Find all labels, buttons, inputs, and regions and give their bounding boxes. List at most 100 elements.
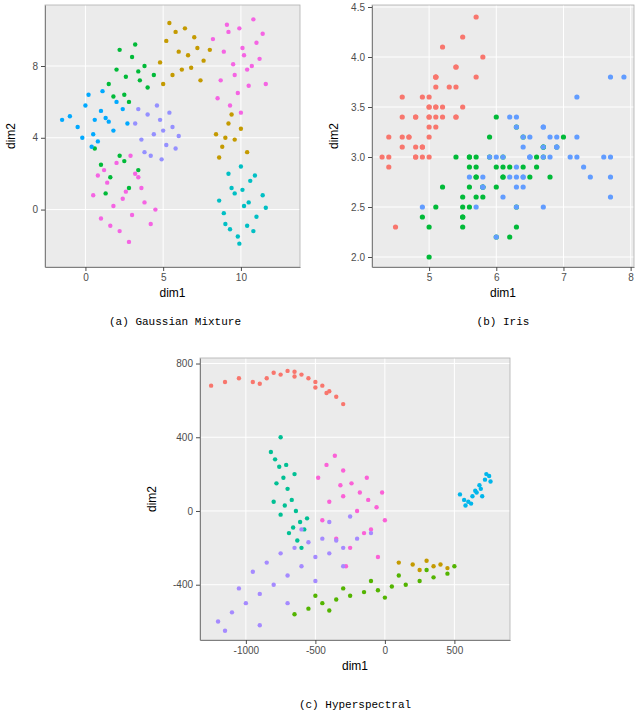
point xyxy=(390,584,394,588)
point xyxy=(214,132,218,136)
point xyxy=(105,180,109,184)
grid-line xyxy=(496,5,497,267)
point xyxy=(433,104,438,109)
point xyxy=(258,592,262,596)
points xyxy=(60,17,268,246)
point xyxy=(223,136,227,140)
point xyxy=(114,67,118,71)
point xyxy=(348,546,352,550)
point xyxy=(264,206,268,210)
point xyxy=(278,551,282,555)
series xyxy=(60,89,130,149)
point xyxy=(173,146,177,150)
point xyxy=(271,583,275,587)
axis-line xyxy=(45,6,46,268)
point xyxy=(460,104,465,109)
point xyxy=(440,184,445,189)
series xyxy=(292,564,456,616)
point xyxy=(183,26,187,30)
tick-label: 4 xyxy=(32,132,38,143)
point xyxy=(362,590,366,594)
point xyxy=(467,154,472,159)
point xyxy=(369,579,373,583)
tick: 5 xyxy=(427,267,433,283)
point xyxy=(225,23,229,27)
point xyxy=(427,94,432,99)
point xyxy=(102,168,106,172)
point xyxy=(541,144,546,149)
tick: 500 xyxy=(447,640,464,656)
point xyxy=(217,155,221,159)
point xyxy=(358,490,362,494)
point xyxy=(269,450,273,454)
point xyxy=(245,224,249,228)
tick-mark xyxy=(241,267,242,271)
point xyxy=(260,193,264,197)
point xyxy=(152,73,156,77)
point xyxy=(521,174,526,179)
point xyxy=(292,612,296,616)
point xyxy=(376,555,380,559)
point xyxy=(547,134,552,139)
point xyxy=(142,64,146,68)
grid-line xyxy=(45,66,300,67)
tick-label: 400 xyxy=(176,432,193,443)
point xyxy=(386,164,391,169)
panel: 0510048dim1dim2(a) Gaussian Mixture xyxy=(4,5,301,328)
figure: 0510048dim1dim2(a) Gaussian Mixture56782… xyxy=(0,0,640,725)
point xyxy=(313,380,317,384)
point xyxy=(433,104,438,109)
tick-label: 3.5 xyxy=(351,102,365,113)
point xyxy=(608,194,613,199)
point xyxy=(277,465,281,469)
point xyxy=(477,483,481,487)
tick-mark xyxy=(41,138,45,139)
point xyxy=(420,154,425,159)
point xyxy=(128,154,132,158)
y-axis: 048 xyxy=(32,6,45,268)
point xyxy=(232,137,236,141)
point xyxy=(320,601,324,605)
point xyxy=(507,114,512,119)
point xyxy=(327,520,331,524)
point xyxy=(621,74,626,79)
point xyxy=(521,134,526,139)
point xyxy=(91,132,95,136)
tick-mark xyxy=(454,640,455,644)
series xyxy=(379,14,485,229)
panel: 56782.02.53.03.54.04.5dim1dim2(b) Iris xyxy=(327,2,635,328)
caption: (a) Gaussian Mixture xyxy=(109,316,241,328)
tick-label: 4.0 xyxy=(351,52,365,63)
point xyxy=(271,371,275,375)
tick-label: -500 xyxy=(306,645,326,656)
point xyxy=(324,463,328,467)
point xyxy=(149,154,153,158)
point xyxy=(400,144,405,149)
point xyxy=(285,573,289,577)
point xyxy=(474,174,479,179)
point xyxy=(232,191,236,195)
point xyxy=(608,154,613,159)
point xyxy=(427,114,432,119)
point xyxy=(111,204,115,208)
x-axis-title: dim1 xyxy=(490,286,516,300)
point xyxy=(413,154,418,159)
tick-mark xyxy=(41,210,45,211)
point xyxy=(121,107,125,111)
point xyxy=(480,184,485,189)
point xyxy=(462,498,466,502)
point xyxy=(122,93,126,97)
point xyxy=(588,174,593,179)
x-axis: -1000-5000500 xyxy=(201,640,511,656)
point xyxy=(420,204,425,209)
grid-line xyxy=(372,57,634,58)
point xyxy=(316,476,320,480)
point xyxy=(306,376,310,380)
point xyxy=(427,224,432,229)
point xyxy=(180,67,184,71)
point xyxy=(334,538,338,542)
point xyxy=(574,94,579,99)
point xyxy=(229,186,233,190)
point xyxy=(108,224,112,228)
point xyxy=(433,74,438,79)
